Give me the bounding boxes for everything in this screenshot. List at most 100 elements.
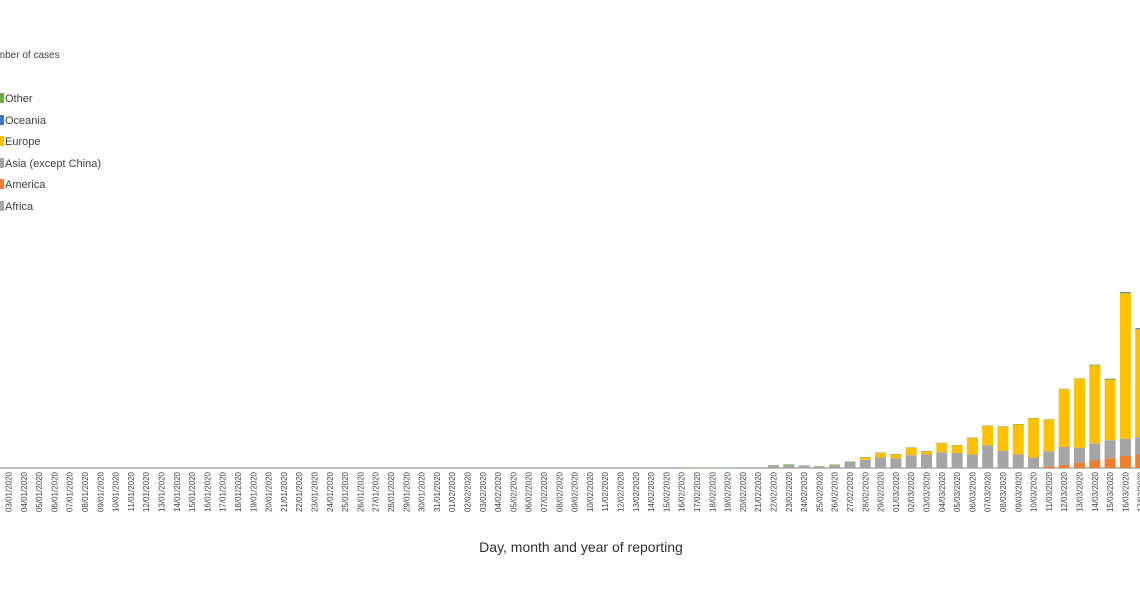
x-tick-label: 11/01/2020 — [127, 471, 136, 511]
bar-segment — [982, 426, 994, 446]
x-tick-label: 06/03/2020 — [968, 471, 977, 512]
bar-segment — [1058, 465, 1070, 468]
bar-segment — [1104, 440, 1116, 459]
x-tick-label: 09/01/2020 — [96, 471, 105, 512]
legend-label: Africa — [5, 200, 34, 213]
legend-swatch-oceania — [0, 114, 4, 125]
x-tick-label: 26/01/2020 — [356, 471, 365, 512]
bar-segment — [905, 447, 917, 456]
x-tick-label: 13/03/2020 — [1076, 471, 1085, 512]
bar-segment — [1135, 328, 1140, 330]
x-tick-label: 12/02/2020 — [617, 471, 626, 512]
x-tick-label: 05/03/2020 — [953, 471, 962, 512]
x-axis-title: Day, month and year of reporting — [479, 539, 683, 555]
bar-segment — [1135, 437, 1140, 455]
legend-item-africa: Africa — [0, 200, 101, 222]
bar-segment — [890, 458, 902, 468]
bar-segment — [1028, 418, 1040, 458]
bar-segment — [921, 451, 932, 455]
bar-segment — [859, 459, 871, 468]
x-tick-label: 27/01/2020 — [372, 471, 381, 512]
bar-segment — [1135, 329, 1140, 438]
bar-segment — [798, 465, 810, 468]
legend-item-oceania: Oceania — [0, 114, 101, 136]
bar-segment — [1119, 293, 1131, 439]
bar-segment — [1074, 447, 1085, 463]
x-tick-label: 16/03/2020 — [1121, 471, 1130, 512]
bar-segment — [951, 445, 963, 453]
legend-swatch-africa — [0, 200, 4, 211]
bar-segment — [951, 453, 963, 468]
x-tick-label: 31/01/2020 — [433, 471, 442, 512]
x-tick-label: 02/03/2020 — [907, 471, 916, 512]
bar-segment — [997, 450, 1009, 468]
x-tick-label: 23/02/2020 — [785, 471, 794, 512]
bar-segment — [1012, 454, 1024, 468]
legend-swatch-asia — [0, 157, 4, 168]
bar-segment — [829, 465, 841, 468]
legend-swatch-america — [0, 179, 4, 190]
legend-label: Europe — [5, 136, 41, 149]
x-tick-label: 25/01/2020 — [341, 471, 350, 512]
bar-segment — [1135, 454, 1140, 468]
x-tick-label: 13/01/2020 — [158, 471, 167, 512]
x-tick-label: 12/03/2020 — [1060, 471, 1069, 512]
x-tick-label: 04/02/2020 — [494, 471, 503, 512]
x-tick-label: 20/02/2020 — [739, 471, 748, 512]
bar-segment — [768, 465, 779, 466]
bar-segment — [1119, 292, 1131, 294]
bar-segment — [1028, 457, 1040, 468]
bar-segment — [966, 454, 978, 468]
x-tick-label: 08/03/2020 — [999, 471, 1008, 512]
bar-segment — [783, 465, 795, 468]
x-tick-label: 09/03/2020 — [1014, 471, 1023, 512]
bar-segment — [1043, 419, 1055, 452]
x-tick-label: 03/03/2020 — [923, 471, 932, 512]
bar-segment — [737, 467, 749, 468]
bar-segment — [1074, 462, 1085, 468]
x-tick-label: 06/02/2020 — [525, 471, 534, 512]
legend-item-asia: Asia (except China) — [0, 157, 101, 179]
bar-segment — [1089, 365, 1101, 444]
x-tick-label: 19/02/2020 — [724, 471, 733, 512]
bar-segment — [890, 454, 902, 459]
legend-label: Other — [5, 93, 33, 105]
x-tick-label: 04/03/2020 — [938, 471, 947, 512]
x-tick-label: 22/02/2020 — [770, 471, 779, 512]
x-tick-label: 08/01/2020 — [81, 471, 90, 512]
bar-segment — [997, 426, 1009, 451]
x-tick-label: 06/01/2020 — [50, 471, 59, 512]
bar-segment — [905, 455, 917, 468]
bar-segment — [1043, 451, 1055, 467]
x-tick-label: 03/02/2020 — [479, 471, 488, 512]
bar-segment — [1058, 389, 1070, 447]
x-tick-label: 11/02/2020 — [601, 471, 610, 511]
legend-swatch-europe — [0, 136, 4, 147]
bar-segment — [676, 467, 688, 468]
chart-legend: Other Oceania Europe Asia (except China)… — [0, 92, 101, 222]
x-tick-label: 17/01/2020 — [219, 471, 228, 512]
x-tick-label: 24/02/2020 — [800, 471, 809, 512]
x-tick-label: 15/02/2020 — [662, 471, 671, 512]
bar-segment — [1104, 458, 1116, 468]
y-axis-title: Number of cases — [0, 50, 60, 61]
bar-segment — [859, 457, 871, 460]
x-tick-label: 14/01/2020 — [173, 471, 182, 512]
x-tick-label: 16/02/2020 — [678, 471, 687, 512]
x-tick-label: 26/02/2020 — [831, 471, 840, 512]
x-tick-label: 27/02/2020 — [846, 471, 855, 512]
x-tick-label: 13/02/2020 — [632, 471, 641, 512]
legend-label: America — [5, 179, 46, 192]
legend-swatch-other — [0, 93, 4, 103]
legend-item-other: Other — [0, 92, 101, 114]
legend-label: Oceania — [5, 114, 46, 127]
x-tick-label: 29/02/2020 — [877, 471, 886, 512]
bar-segment — [875, 453, 887, 458]
x-tick-label: 29/01/2020 — [402, 471, 411, 512]
bar-segment — [936, 443, 948, 453]
x-tick-label: 10/03/2020 — [1030, 471, 1039, 512]
x-tick-label: 28/01/2020 — [387, 471, 396, 512]
bar-segment — [1119, 456, 1131, 468]
bar-segment — [1089, 443, 1101, 461]
